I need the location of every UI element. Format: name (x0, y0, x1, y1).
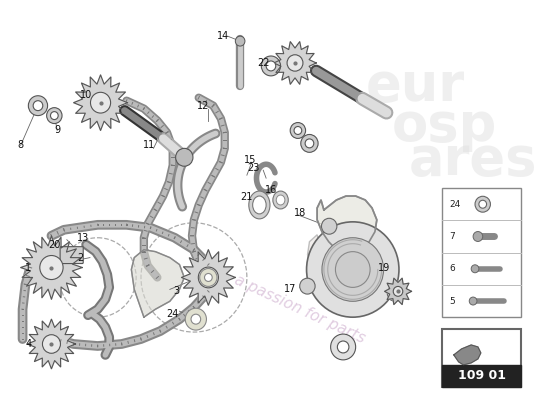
Circle shape (91, 92, 111, 113)
Circle shape (40, 256, 63, 280)
Text: 19: 19 (378, 262, 390, 272)
Ellipse shape (249, 191, 270, 219)
Circle shape (29, 96, 48, 116)
Circle shape (469, 297, 477, 305)
Polygon shape (21, 236, 82, 299)
Circle shape (337, 341, 349, 353)
Circle shape (200, 268, 217, 286)
Text: 23: 23 (248, 163, 260, 173)
Circle shape (266, 61, 276, 71)
Text: 14: 14 (217, 31, 229, 41)
Text: 24: 24 (449, 200, 460, 209)
Ellipse shape (276, 195, 285, 205)
Circle shape (473, 232, 483, 242)
Circle shape (301, 134, 318, 152)
Text: 6: 6 (449, 264, 455, 273)
Polygon shape (307, 232, 384, 287)
Circle shape (191, 314, 201, 324)
Circle shape (471, 265, 479, 273)
Text: 11: 11 (142, 140, 155, 150)
Circle shape (199, 267, 218, 288)
Circle shape (51, 112, 58, 120)
FancyBboxPatch shape (442, 188, 521, 317)
Text: 24: 24 (167, 309, 179, 319)
Text: 3: 3 (174, 286, 180, 296)
Circle shape (175, 148, 193, 166)
Polygon shape (384, 278, 411, 304)
Text: 7: 7 (449, 232, 455, 241)
Text: 8: 8 (18, 140, 24, 150)
Circle shape (387, 285, 403, 301)
FancyBboxPatch shape (442, 329, 521, 387)
Polygon shape (317, 196, 377, 257)
Ellipse shape (252, 196, 266, 214)
Circle shape (306, 222, 399, 317)
Circle shape (336, 252, 370, 287)
Polygon shape (28, 319, 75, 369)
Text: 9: 9 (54, 126, 60, 136)
Circle shape (305, 139, 314, 148)
Text: a passion for parts: a passion for parts (232, 272, 367, 346)
Text: 20: 20 (48, 240, 60, 250)
Polygon shape (182, 250, 235, 305)
Text: 18: 18 (294, 208, 306, 218)
Polygon shape (74, 75, 128, 130)
Circle shape (287, 55, 303, 71)
Circle shape (185, 308, 206, 330)
Ellipse shape (273, 191, 288, 209)
Text: 22: 22 (257, 58, 270, 68)
Circle shape (261, 56, 280, 76)
Text: 109 01: 109 01 (458, 369, 506, 382)
Text: 2: 2 (77, 252, 84, 262)
Bar (442, 365, 521, 387)
Text: eur: eur (366, 60, 465, 112)
Circle shape (300, 278, 315, 294)
Polygon shape (274, 42, 316, 84)
Circle shape (290, 122, 306, 138)
Text: 4: 4 (25, 339, 31, 349)
Circle shape (322, 238, 383, 301)
Text: 12: 12 (197, 101, 210, 111)
FancyBboxPatch shape (60, 247, 83, 264)
Text: 16: 16 (265, 185, 277, 195)
Text: 17: 17 (284, 284, 296, 294)
Circle shape (47, 108, 62, 124)
Circle shape (42, 335, 60, 353)
Polygon shape (131, 250, 184, 317)
Circle shape (33, 101, 43, 111)
Text: 15: 15 (244, 155, 256, 165)
Circle shape (321, 218, 337, 234)
Text: 10: 10 (80, 90, 92, 100)
Text: 13: 13 (77, 233, 89, 243)
Text: ares: ares (409, 134, 537, 186)
Text: 1: 1 (25, 262, 31, 272)
Polygon shape (454, 345, 481, 365)
Circle shape (331, 334, 356, 360)
Text: 5: 5 (449, 296, 455, 306)
Circle shape (475, 196, 491, 212)
Circle shape (235, 36, 245, 46)
Circle shape (205, 274, 212, 282)
Text: 21: 21 (241, 192, 253, 202)
Circle shape (479, 200, 487, 208)
Circle shape (294, 126, 302, 134)
Text: osp: osp (392, 100, 497, 152)
Circle shape (393, 286, 403, 296)
